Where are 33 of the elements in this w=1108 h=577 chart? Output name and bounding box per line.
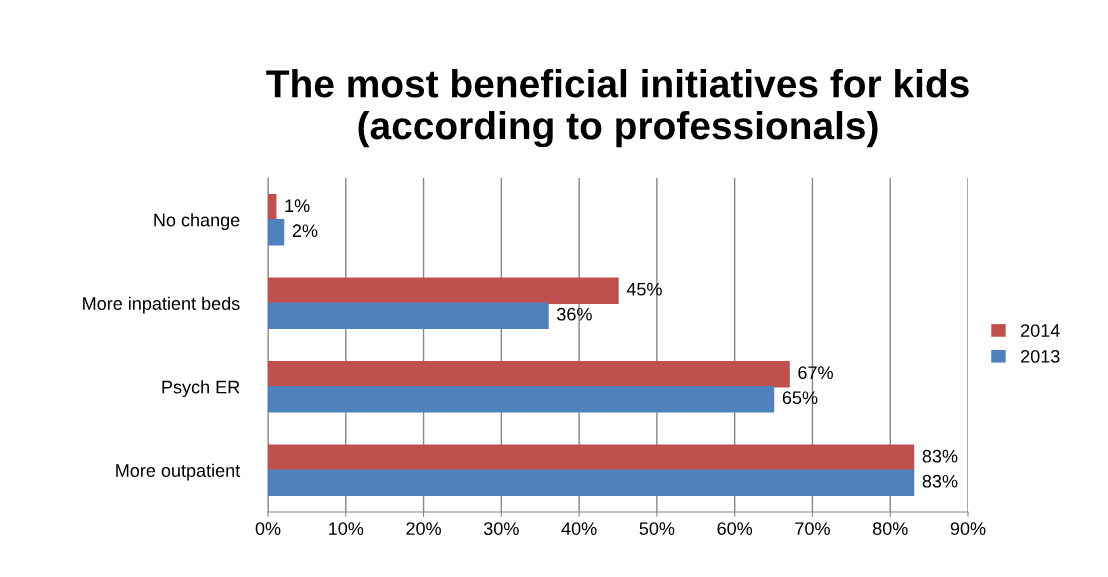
data-label: 2% xyxy=(292,224,318,238)
data-label: 36% xyxy=(557,307,592,321)
x-tick-label: 90% xyxy=(950,522,986,535)
x-tick-label: 50% xyxy=(639,522,675,535)
x-tick-label: 80% xyxy=(872,522,908,535)
y-tick-label: Psych ER xyxy=(162,380,240,398)
x-tick-label: 10% xyxy=(329,522,364,535)
bar xyxy=(268,219,285,246)
bar xyxy=(268,469,915,496)
bar xyxy=(268,194,277,221)
data-label: 67% xyxy=(798,366,833,380)
data-label: 83% xyxy=(922,449,958,463)
bar xyxy=(268,386,775,413)
bar xyxy=(268,361,790,388)
x-tick-label: 40% xyxy=(561,522,597,535)
chart-title: The most beneficial initiatives for kids (according to professionals) xyxy=(266,69,969,148)
bar xyxy=(268,444,915,471)
x-tick-label: 30% xyxy=(483,522,519,535)
legend-label: 2014 xyxy=(1021,324,1060,337)
data-label: 45% xyxy=(626,282,662,296)
x-tick-label: 0% xyxy=(255,522,281,535)
x-tick-label: 20% xyxy=(406,522,441,535)
legend-label: 2013 xyxy=(1021,349,1060,363)
data-label: 83% xyxy=(922,474,958,488)
data-label: 65% xyxy=(782,391,818,405)
y-tick-label: No change xyxy=(154,213,240,231)
y-tick-label: More outpatient xyxy=(116,463,241,481)
bar xyxy=(268,277,619,304)
y-tick-label: More inpatient beds xyxy=(83,296,240,314)
bar xyxy=(268,302,549,329)
data-label: 1% xyxy=(285,199,310,212)
x-tick-label: 70% xyxy=(795,522,830,535)
x-tick-label: 60% xyxy=(717,522,753,535)
